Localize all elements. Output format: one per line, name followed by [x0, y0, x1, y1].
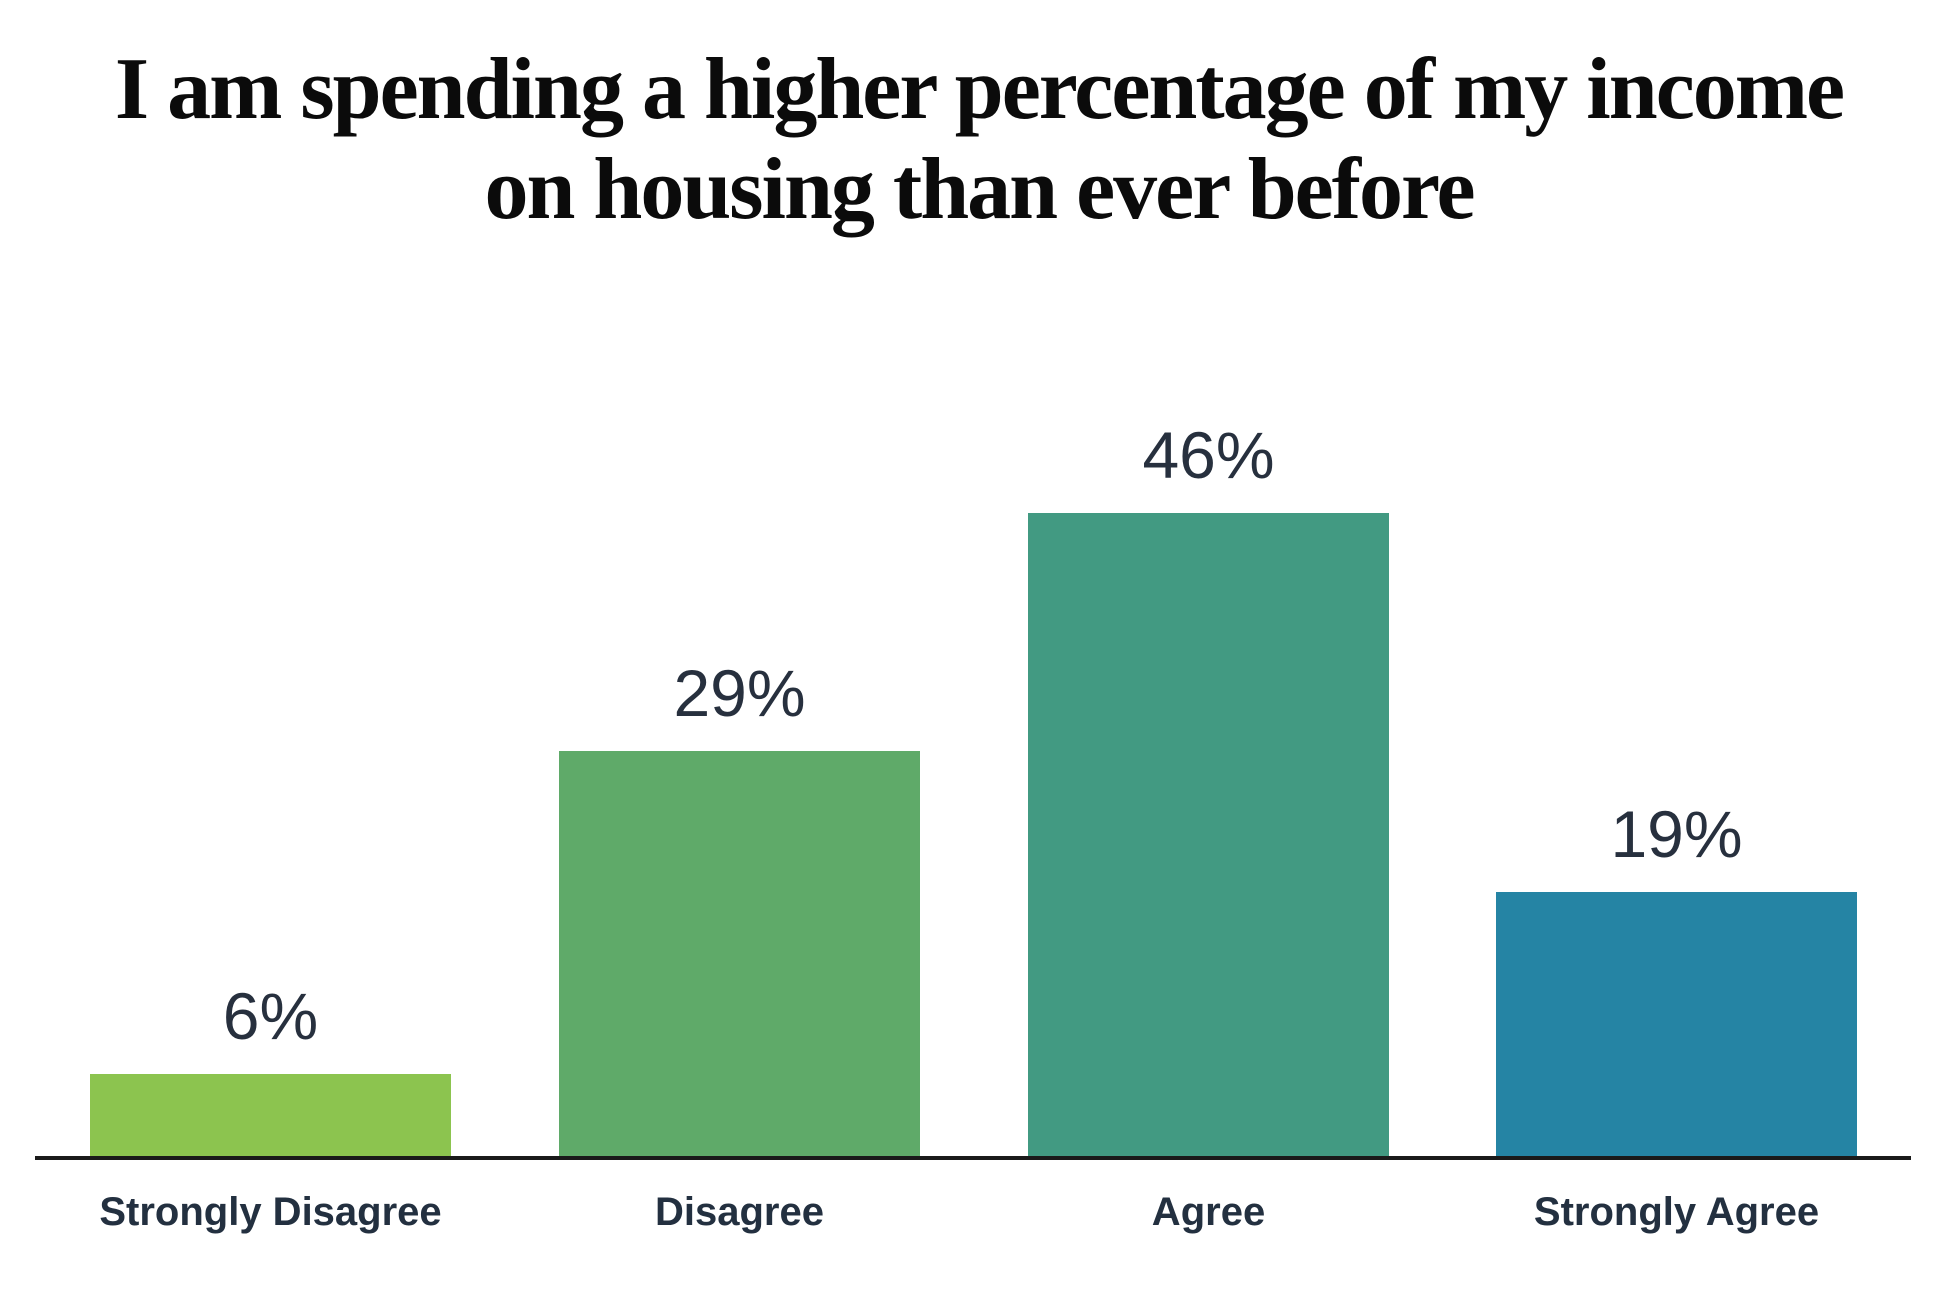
x-axis-label-strongly-agree: Strongly Agree: [1533, 1190, 1820, 1234]
bar-value-label-agree: 46%: [1142, 418, 1275, 492]
chart-title: I am spending a higher percentage of my …: [0, 40, 1958, 240]
x-axis-label-disagree: Disagree: [655, 1190, 824, 1234]
bar-strongly-agree: [1496, 892, 1857, 1158]
bar-value-label-strongly-agree: 19%: [1610, 797, 1743, 871]
bar-disagree: [559, 751, 920, 1158]
bar-agree: [1028, 513, 1389, 1158]
plot-area: 6% 29% 46% 19% Strongly Disagree Disagree Agr…: [35, 200, 1911, 1234]
x-axis-label-strongly-disagree: Strongly Disagree: [99, 1190, 442, 1234]
bar-value-label-strongly-disagree: 6%: [222, 979, 319, 1053]
chart-title-line-2: on housing than ever before: [484, 141, 1475, 238]
chart-title-line-1: I am spending a higher percentage of my …: [114, 41, 1845, 138]
x-axis-line: [35, 1156, 1911, 1160]
bar-strongly-disagree: [90, 1074, 451, 1158]
x-axis-label-agree: Agree: [1151, 1190, 1266, 1234]
bar-value-label-disagree: 29%: [673, 656, 806, 730]
